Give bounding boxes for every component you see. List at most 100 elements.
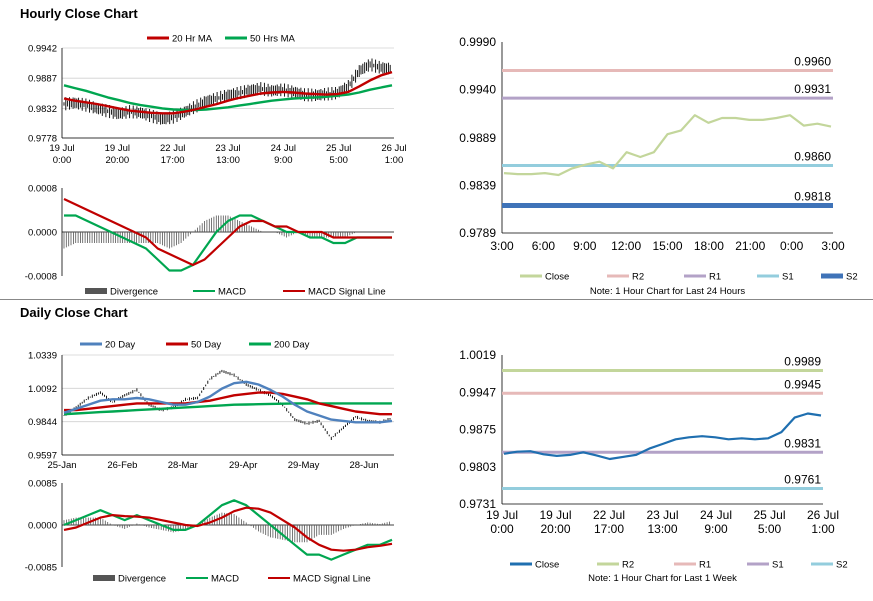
y-tick-label: 0.9844: [28, 417, 57, 428]
x-tick-label: 29-May: [288, 460, 320, 471]
x-tick-label: 17:00: [594, 522, 624, 536]
macd-line: [63, 499, 393, 561]
y-tick-label: 0.9940: [459, 83, 496, 97]
x-tick-label: 15:00: [652, 239, 682, 253]
y-tick-label: 0.9889: [459, 131, 496, 145]
x-tick-label: 13:00: [647, 522, 677, 536]
ma-200-day-line: [63, 402, 392, 416]
section-divider: [0, 299, 873, 300]
level-r2-label: 0.9960: [794, 55, 831, 69]
chart-note: Note: 1 Hour Chart for Last 1 Week: [588, 573, 737, 584]
legend-r2: R2: [622, 560, 634, 571]
ma-20-day-line: [63, 380, 393, 424]
x-tick-label: 23 Jul: [215, 143, 240, 154]
x-tick-label: 24 Jul: [700, 508, 732, 522]
daily-section-title: Daily Close Chart: [20, 305, 128, 320]
legend-divergence-swatch: [85, 288, 107, 294]
legend-200-day: 200 Day: [274, 340, 310, 351]
x-tick-label: 0:00: [780, 239, 804, 253]
x-tick-label: 3:00: [821, 239, 845, 253]
y-tick-label: 1.0339: [28, 351, 57, 362]
y-tick-label: 0.9778: [28, 134, 57, 145]
x-tick-label: 29-Apr: [229, 460, 258, 471]
level-s2-label: 0.9818: [794, 189, 831, 203]
legend-50-hrs-ma: 50 Hrs MA: [250, 34, 296, 45]
y-tick-label: 0.9887: [28, 74, 57, 85]
x-tick-label: 20:00: [540, 522, 570, 536]
legend-20-day: 20 Day: [105, 340, 135, 351]
x-tick-label: 5:00: [329, 155, 348, 166]
legend-divergence: Divergence: [110, 287, 158, 298]
y-tick-label: 0.9789: [459, 226, 496, 240]
legend-close: Close: [545, 272, 569, 283]
y-tick-label: 0.0000: [28, 228, 57, 239]
legend-r1: R1: [709, 272, 721, 283]
y-tick-label: 0.0008: [28, 184, 57, 195]
x-tick-label: 17:00: [161, 155, 185, 166]
y-tick-label: 0.9731: [459, 497, 496, 511]
level-s1-label: 0.9831: [784, 436, 821, 450]
legend-s1: S1: [782, 272, 794, 283]
hourly-section-title: Hourly Close Chart: [20, 6, 138, 21]
x-tick-label: 25 Jul: [753, 508, 785, 522]
hourly-macd-chart: 0.0008 0.0000 -0.0008 Divergence MACD MACD Si…: [25, 184, 394, 298]
x-tick-label: 22 Jul: [593, 508, 625, 522]
y-tick-label: 1.0019: [459, 348, 496, 362]
level-s1-label: 0.9860: [794, 150, 831, 164]
x-tick-label: 19 Jul: [105, 143, 130, 154]
macd-signal-line: [63, 506, 393, 552]
x-tick-label: 19 Jul: [49, 143, 74, 154]
x-tick-label: 23 Jul: [646, 508, 678, 522]
ma-50-line: [63, 84, 393, 112]
legend-macd-signal-line: MACD Signal Line: [293, 574, 371, 585]
level-r1-label: 0.9945: [784, 377, 821, 391]
legend-s2: S2: [846, 272, 858, 283]
y-tick-label: 0.9839: [459, 178, 496, 192]
x-tick-label: 19 Jul: [486, 508, 518, 522]
x-tick-label: 1:00: [385, 155, 404, 166]
legend-macd: MACD: [218, 287, 246, 298]
x-tick-label: 3:00: [490, 239, 514, 253]
close-line: [503, 114, 832, 177]
daily-levels-chart: 1.0019 0.9947 0.9875 0.9803 0.9731 0.9989 0.99…: [459, 348, 848, 584]
x-tick-label: 9:00: [704, 522, 728, 536]
x-tick-label: 6:00: [532, 239, 556, 253]
x-tick-label: 0:00: [490, 522, 514, 536]
y-tick-label: 0.9803: [459, 460, 496, 474]
legend-s1: S1: [772, 560, 784, 571]
y-tick-label: -0.0085: [25, 563, 57, 574]
x-tick-label: 9:00: [573, 239, 597, 253]
y-tick-label: 0.9597: [28, 451, 57, 462]
y-tick-label: 1.0092: [28, 384, 57, 395]
ma-20-line: [63, 70, 393, 115]
y-tick-label: 0.0085: [28, 479, 57, 490]
ma-50-day-line: [64, 391, 392, 416]
y-tick-label: 0.0000: [28, 521, 57, 532]
x-tick-label: 26-Feb: [107, 460, 137, 471]
daily-macd-chart: 0.0085 0.0000 -0.0085 Divergence MACD MACD Si…: [25, 479, 394, 585]
legend-divergence: Divergence: [118, 574, 166, 585]
x-tick-label: 25 Jul: [326, 143, 351, 154]
y-tick-label: 0.9832: [28, 104, 57, 115]
x-tick-label: 28-Jun: [349, 460, 378, 471]
hourly-levels-chart: 0.9990 0.9940 0.9889 0.9839 0.9789 0.9960 0.99…: [459, 35, 858, 297]
legend-20-hr-ma: 20 Hr MA: [172, 34, 213, 45]
legend-s2: S2: [836, 560, 848, 571]
x-tick-label: 20:00: [105, 155, 129, 166]
legend-r1: R1: [699, 560, 711, 571]
x-tick-label: 19 Jul: [539, 508, 571, 522]
x-tick-label: 13:00: [216, 155, 240, 166]
x-tick-label: 9:00: [274, 155, 293, 166]
x-tick-label: 25-Jan: [47, 460, 76, 471]
x-tick-label: 24 Jul: [271, 143, 296, 154]
level-s2-label: 0.9761: [784, 472, 821, 486]
legend-macd: MACD: [211, 574, 239, 585]
level-r2-label: 0.9989: [784, 355, 821, 369]
y-tick-label: 0.9947: [459, 385, 496, 399]
x-tick-label: 12:00: [611, 239, 641, 253]
x-tick-label: 22 Jul: [160, 143, 185, 154]
x-tick-label: 5:00: [758, 522, 782, 536]
legend-r2: R2: [632, 272, 644, 283]
